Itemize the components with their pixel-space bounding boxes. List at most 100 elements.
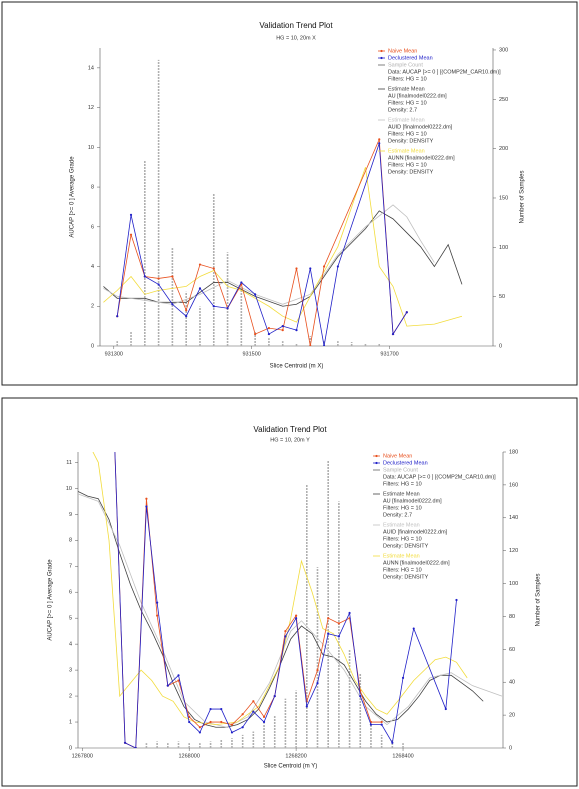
legend-label: Sample Count [388,62,423,68]
legend-note: AUID [finalmodel0222.dm] [383,529,448,535]
x-tick-label: 1268000 [178,753,199,759]
series-marker [295,329,298,332]
series-marker [185,315,188,318]
series-marker [198,731,201,734]
legend-label: Naive Mean [388,48,417,54]
series-line [114,452,382,748]
y-tick-label: 12 [88,105,94,111]
legend-label: Estimate Mean [388,148,425,154]
legend-label: Declustered Mean [388,55,433,61]
series-marker [322,265,326,268]
legend-label: Declustered Mean [383,460,428,466]
y-tick-label: 5 [69,616,72,622]
series-marker [156,614,159,617]
series-marker [284,630,287,633]
legend-note: Density: 2.7 [383,512,412,518]
series-marker [145,505,148,508]
series-marker [134,746,137,748]
series-marker [209,707,212,711]
series-marker [267,327,271,330]
y-tick-label: 10 [88,145,94,151]
series-marker [230,723,234,726]
legend-note: Filters: HG = 10 [383,536,422,542]
series-marker [316,681,319,685]
series-marker [157,277,160,280]
legend-marker [380,56,383,60]
x-axis-label: Slice Centroid (m X) [270,364,324,370]
y2-tick-label: 20 [509,713,515,719]
legend-label: Estimate Mean [388,117,425,123]
legend-note: AUNN [finalmodel0222.dm] [383,560,450,566]
y2-tick-label: 160 [509,482,518,488]
legend-label: Sample Count [383,467,418,473]
series-marker [281,325,284,328]
y2-axis-label: Number of Samples [520,170,526,223]
series-marker [113,435,115,437]
legend-marker [375,461,378,465]
y2-tick-label: 200 [499,146,508,152]
series-marker [157,283,160,286]
series-marker [198,726,201,729]
y2-tick-label: 150 [499,195,508,201]
series-marker [267,332,271,336]
legend-label: Naive Mean [383,453,412,459]
chart-subtitle: HG = 10, 20m X [276,35,316,41]
series-marker [123,741,127,744]
y-tick-label: 8 [91,185,94,191]
series-marker [212,267,215,270]
series-marker [380,720,383,724]
series-line [103,210,463,307]
legend-note: Filters: HG = 10 [388,162,427,168]
legend-marker [380,49,383,53]
series-marker [336,265,339,268]
y2-axis-label: Number of Samples [536,573,542,626]
y2-tick-label: 100 [509,581,518,587]
series-marker [188,720,191,724]
legend-note: Filters: HG = 10 [388,131,427,137]
series-marker [273,694,276,698]
series-marker [171,275,174,278]
legend-note: AUNN [finalmodel0222.dm] [388,155,455,161]
series-marker [129,213,133,216]
series-marker [391,741,394,744]
panel-frame [1,1,578,386]
y2-tick-label: 250 [499,97,508,103]
legend-note: Filters: HG = 10 [383,481,422,487]
series-marker [295,617,298,620]
series-marker [185,309,188,312]
y2-tick-label: 140 [509,515,518,521]
series-marker [230,731,234,734]
series-marker [262,720,266,724]
y2-tick-label: 50 [499,294,505,300]
y-tick-label: 2 [69,694,72,700]
legend-note: Density: DENSITY [388,169,434,175]
series-marker [252,710,255,713]
legend-note: Data: AUCAP [>= 0 ] [(COMP2M_CAR10.dm)] [388,69,501,75]
y2-tick-label: 100 [499,245,508,251]
series-marker [254,293,257,296]
series-marker [198,287,202,290]
series-marker [177,674,180,677]
series-marker [327,632,330,635]
y-axis-label: AUCAP [>= 0 ] Average Grade [48,559,54,641]
y-tick-label: 7 [69,564,72,570]
y-tick-label: 6 [69,590,72,596]
series-marker [295,614,298,617]
y-tick-label: 0 [91,343,94,349]
series-line [103,167,463,327]
legend-note: AUID [finalmodel0222.dm] [388,124,453,130]
legend-label: Estimate Mean [383,522,420,528]
series-marker [305,705,308,708]
series-marker [145,497,148,500]
x-tick-label: 931500 [243,351,261,357]
y-tick-label: 14 [88,65,94,71]
series-marker [405,311,408,314]
series-marker [348,611,351,615]
series-marker [262,715,266,718]
y2-tick-label: 0 [499,343,502,349]
series-marker [198,263,202,266]
panel-frame [1,397,578,787]
y-tick-label: 1 [69,719,72,725]
series-marker [378,142,381,145]
